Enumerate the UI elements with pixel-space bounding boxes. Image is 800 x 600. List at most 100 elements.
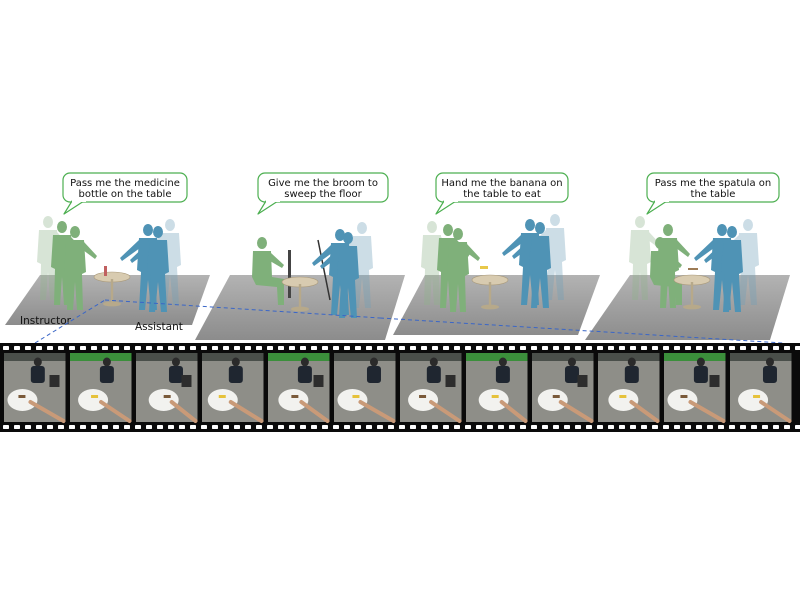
sprocket-hole — [520, 346, 526, 350]
sprocket-hole — [267, 425, 273, 429]
sprocket-hole — [597, 346, 603, 350]
sprocket-hole — [641, 425, 647, 429]
sprocket-hole — [25, 425, 31, 429]
sprocket-hole — [300, 425, 306, 429]
sprocket-hole — [102, 425, 108, 429]
sprocket-hole — [773, 425, 779, 429]
sprocket-hole — [289, 346, 295, 350]
sprocket-hole — [190, 425, 196, 429]
sprocket-hole — [355, 346, 361, 350]
sprocket-hole — [476, 425, 482, 429]
film-frame — [664, 353, 726, 423]
sprocket-hole — [751, 425, 757, 429]
sprocket-hole — [377, 425, 383, 429]
sprocket-hole — [663, 425, 669, 429]
sprocket-hole — [641, 346, 647, 350]
sprocket-hole — [454, 346, 460, 350]
sprocket-hole — [212, 425, 218, 429]
sprocket-hole — [256, 346, 262, 350]
sprocket-hole — [146, 346, 152, 350]
film-frame — [598, 353, 660, 423]
sprocket-hole — [333, 425, 339, 429]
sprocket-hole — [487, 425, 493, 429]
speech-text-line-1: Give me the broom to — [268, 178, 378, 189]
film-strip — [0, 343, 800, 432]
sprocket-hole — [597, 425, 603, 429]
sprocket-hole — [399, 346, 405, 350]
sprocket-hole — [619, 425, 625, 429]
sprocket-holes-top — [3, 346, 800, 350]
sprocket-hole — [707, 346, 713, 350]
sprocket-hole — [707, 425, 713, 429]
speech-bubble-2: Give me the broom to sweep the floor — [257, 172, 389, 215]
sprocket-hole — [278, 425, 284, 429]
sprocket-hole — [267, 346, 273, 350]
sprocket-hole — [201, 425, 207, 429]
speech-text-line-1: Hand me the banana on — [441, 178, 562, 189]
sprocket-hole — [740, 346, 746, 350]
sprocket-hole — [190, 346, 196, 350]
sprocket-hole — [36, 346, 42, 350]
sprocket-hole — [795, 346, 800, 350]
film-frame — [334, 353, 396, 423]
sprocket-hole — [586, 346, 592, 350]
sprocket-hole — [212, 346, 218, 350]
sprocket-hole — [630, 425, 636, 429]
sprocket-hole — [696, 346, 702, 350]
sprocket-hole — [564, 425, 570, 429]
film-frame — [70, 353, 132, 423]
film-frame — [400, 353, 462, 423]
sprocket-hole — [113, 425, 119, 429]
speech-bubble-4: Pass me the spatula on the table — [646, 172, 780, 215]
sprocket-hole — [784, 346, 790, 350]
speech-bubble-1: Pass me the medicine bottle on the table — [62, 172, 188, 215]
sprocket-hole — [234, 425, 240, 429]
speech-text-line-2: bottle on the table — [79, 189, 172, 200]
sprocket-hole — [685, 425, 691, 429]
sprocket-hole — [168, 425, 174, 429]
sprocket-hole — [784, 425, 790, 429]
sprocket-hole — [575, 425, 581, 429]
scene-panel-3 — [393, 214, 600, 335]
sprocket-hole — [542, 425, 548, 429]
film-frame — [532, 353, 594, 423]
sprocket-hole — [300, 346, 306, 350]
sprocket-hole — [146, 425, 152, 429]
sprocket-hole — [520, 425, 526, 429]
film-frame — [466, 353, 528, 423]
sprocket-hole — [91, 425, 97, 429]
sprocket-hole — [223, 425, 229, 429]
sprocket-hole — [135, 425, 141, 429]
sprocket-hole — [322, 346, 328, 350]
speech-text-line-2: sweep the floor — [284, 189, 362, 200]
sprocket-hole — [630, 346, 636, 350]
sprocket-hole — [652, 425, 658, 429]
sprocket-hole — [366, 425, 372, 429]
sprocket-hole — [157, 425, 163, 429]
sprocket-hole — [729, 346, 735, 350]
sprocket-hole — [421, 425, 427, 429]
sprocket-hole — [762, 346, 768, 350]
sprocket-hole — [718, 425, 724, 429]
sprocket-hole — [322, 425, 328, 429]
sprocket-hole — [25, 346, 31, 350]
speech-text-line-2: the table — [691, 189, 736, 200]
sprocket-hole — [586, 425, 592, 429]
connector-lines — [34, 299, 784, 344]
sprocket-hole — [168, 346, 174, 350]
sprocket-hole — [278, 346, 284, 350]
sprocket-holes-bottom — [3, 425, 800, 429]
film-frame — [202, 353, 264, 423]
sprocket-hole — [80, 346, 86, 350]
sprocket-hole — [311, 346, 317, 350]
sprocket-hole — [498, 425, 504, 429]
sprocket-hole — [608, 425, 614, 429]
sprocket-hole — [201, 346, 207, 350]
sprocket-hole — [410, 346, 416, 350]
sprocket-hole — [14, 425, 20, 429]
sprocket-hole — [124, 425, 130, 429]
sprocket-hole — [366, 346, 372, 350]
instructor-label: Instructor — [20, 315, 72, 327]
sprocket-hole — [718, 346, 724, 350]
